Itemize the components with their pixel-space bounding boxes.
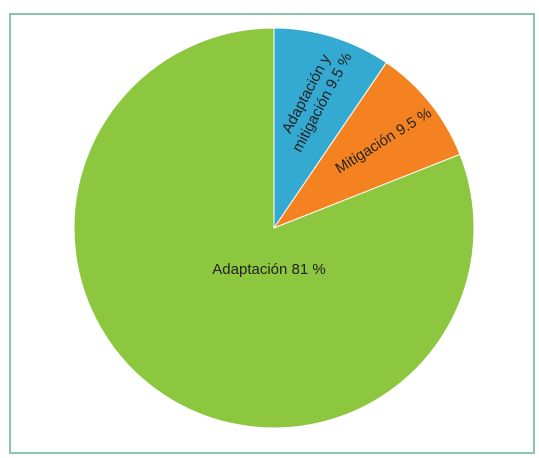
pie-slice-2 [73,27,475,429]
pie-slice-1 [272,61,461,230]
pie-slices [73,27,475,429]
pie-label-line: Adaptación 81 % [212,261,325,278]
pie-label-2: Adaptación 81 % [212,261,325,278]
pie-slice-0 [273,27,388,230]
